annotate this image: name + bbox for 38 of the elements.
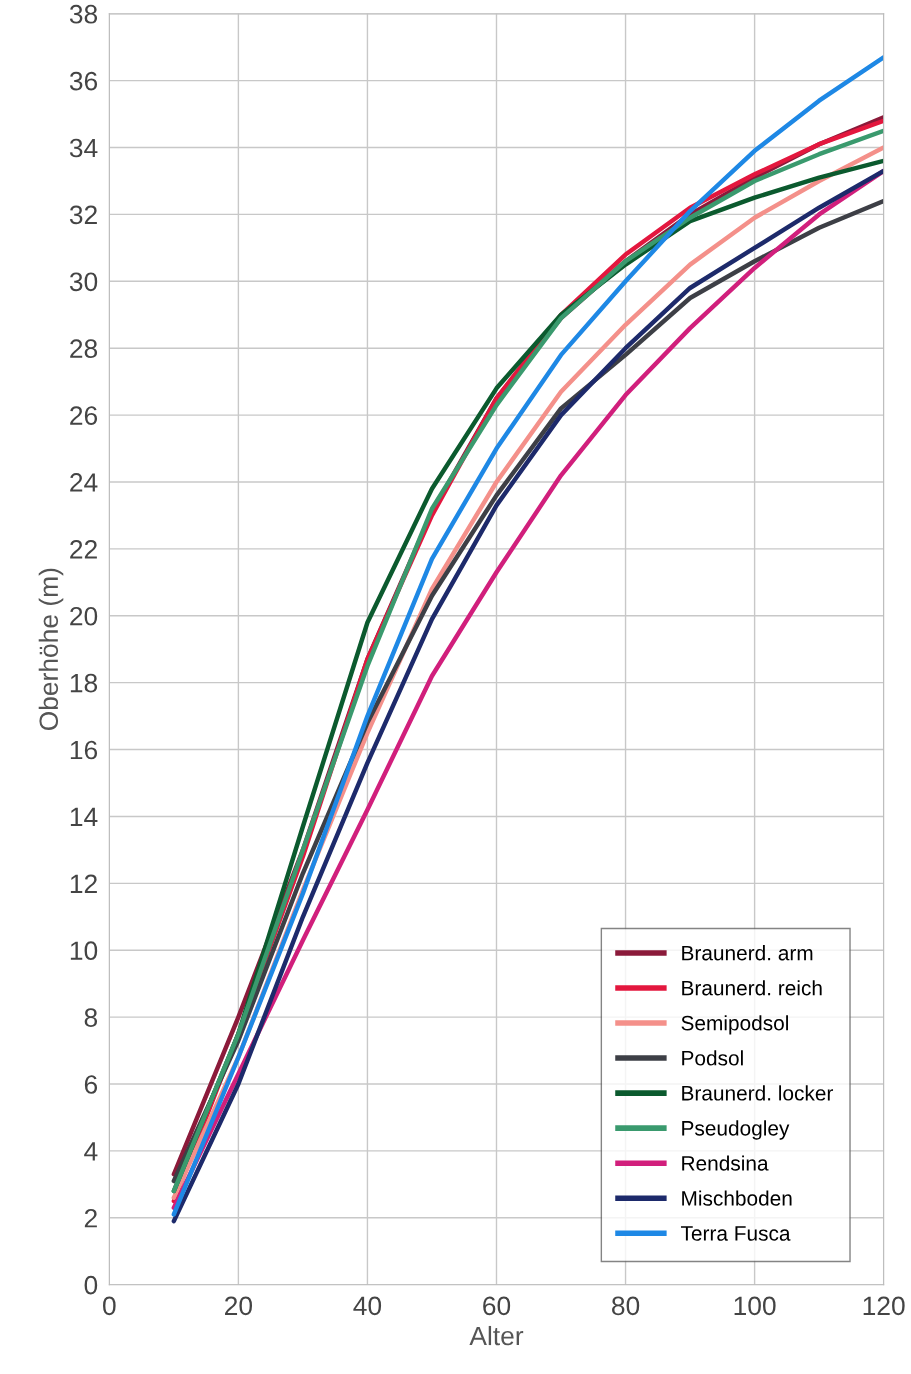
y-tick-label: 30 [69, 272, 98, 292]
y-tick-label: 14 [70, 807, 98, 827]
legend-label: Braunerd. reich [682, 980, 822, 996]
y-tick-label: 20 [70, 606, 98, 626]
y-tick-label: 36 [69, 71, 98, 91]
y-tick-label: 12 [70, 874, 97, 893]
y-tick-label: 28 [70, 339, 98, 359]
y-tick-label: 38 [69, 4, 98, 24]
legend-label: Rendsina [682, 1155, 769, 1171]
y-tick-label: 18 [70, 673, 98, 693]
y-tick-label: 4 [84, 1142, 98, 1161]
y-tick-label: 2 [84, 1208, 97, 1228]
x-tick-label: 60 [483, 1296, 511, 1316]
x-tick-label: 120 [863, 1296, 905, 1316]
legend-label: Braunerd. arm [682, 945, 813, 961]
y-axis-title: Oberhöhe (m) [38, 568, 64, 731]
y-tick-label: 8 [84, 1008, 98, 1027]
y-tick-label: 24 [70, 473, 98, 492]
y-tick-label: 0 [84, 1275, 98, 1295]
x-tick-label: 80 [612, 1296, 640, 1316]
y-tick-label: 22 [70, 540, 97, 559]
y-tick-label: 34 [69, 138, 98, 158]
x-axis-title: Alter [469, 1325, 524, 1346]
legend-label: Podsol [682, 1050, 743, 1066]
x-tick-label: 100 [734, 1296, 776, 1316]
y-tick-label: 16 [70, 740, 98, 760]
legend-label: Pseudogley [682, 1120, 790, 1140]
x-tick-label: 20 [225, 1296, 253, 1316]
y-tick-label: 10 [70, 941, 98, 961]
legend-label: Semipodsol [681, 1015, 788, 1035]
legend-label: Braunerd. locker [682, 1085, 834, 1101]
x-tick-label: 0 [103, 1296, 116, 1316]
y-tick-label: 6 [84, 1075, 98, 1094]
legend-label: Terra Fusca [680, 1226, 791, 1241]
y-tick-label: 26 [70, 406, 98, 425]
y-tick-label: 32 [69, 205, 97, 225]
legend-label: Mischboden [682, 1190, 792, 1206]
x-tick-label: 40 [353, 1296, 382, 1316]
